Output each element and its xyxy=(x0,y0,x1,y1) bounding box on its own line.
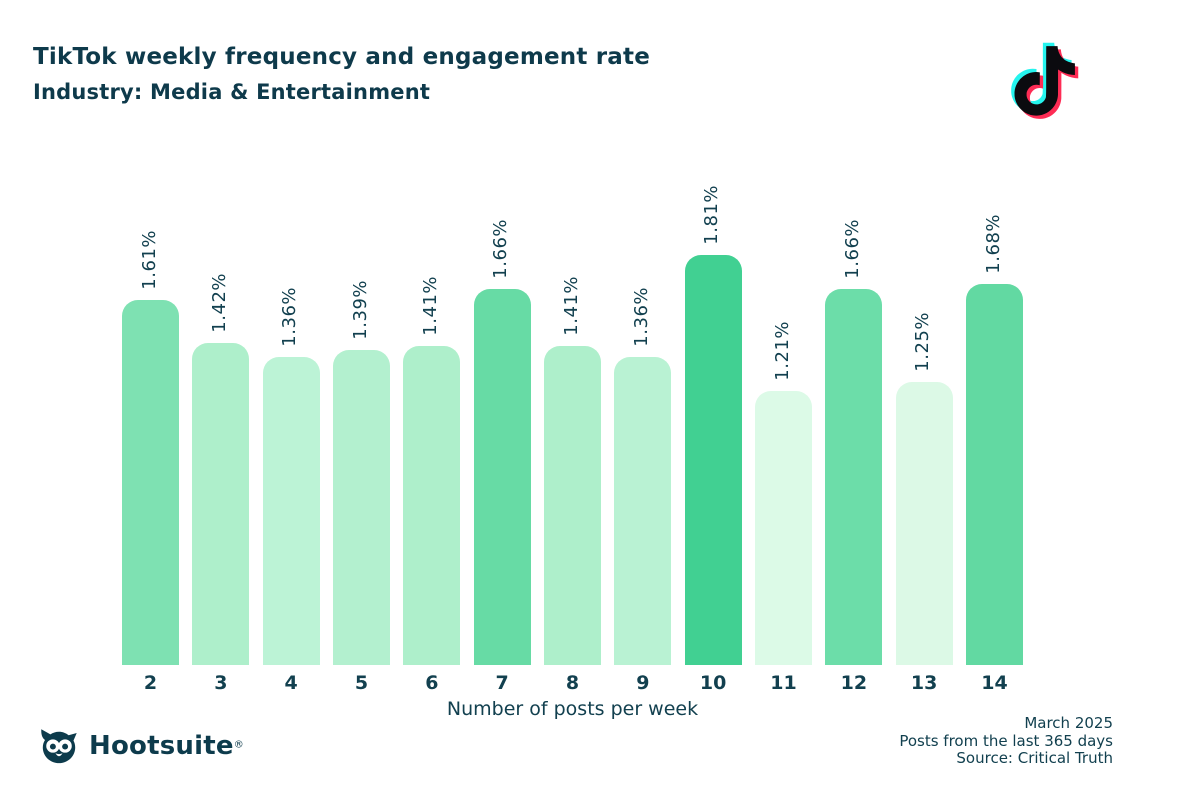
x-tick-label: 4 xyxy=(284,672,298,694)
bar-column: 1.39% xyxy=(333,0,390,665)
bar-column: 1.21% xyxy=(755,0,812,665)
x-tick-label: 9 xyxy=(636,672,650,694)
x-tick-label: 13 xyxy=(910,672,938,694)
brand-wordmark: Hootsuite® xyxy=(89,731,244,761)
bar xyxy=(684,255,742,665)
bar-column: 1.68% xyxy=(966,0,1023,665)
bar xyxy=(192,343,250,665)
x-tick-label: 6 xyxy=(425,672,439,694)
bar-column: 1.25% xyxy=(895,0,953,665)
bar xyxy=(544,346,601,665)
bar-value-label: 1.42% xyxy=(208,273,230,333)
bar-column: 1.42% xyxy=(192,0,250,665)
bar-value-label: 1.21% xyxy=(771,321,793,381)
brand-name: Hootsuite xyxy=(89,731,234,761)
bar-value-label: 1.81% xyxy=(701,185,723,245)
bar-column: 1.36% xyxy=(614,0,672,665)
bar-value-label: 1.36% xyxy=(630,287,652,347)
page-subtitle: Industry: Media & Entertainment xyxy=(33,80,431,104)
bar-column: 1.61% xyxy=(122,0,179,665)
bar-column: 1.41% xyxy=(544,0,601,665)
x-tick-label: 8 xyxy=(565,672,580,694)
bar-value-label: 1.61% xyxy=(138,230,160,290)
footer-source: Source: Critical Truth xyxy=(956,749,1113,767)
bar-value-label: 1.66% xyxy=(490,219,512,279)
bar xyxy=(403,346,461,665)
owl-icon xyxy=(41,729,77,764)
bar xyxy=(122,300,179,665)
bar xyxy=(473,289,531,665)
tiktok-note-icon xyxy=(1011,42,1079,119)
bar-column: 1.66% xyxy=(473,0,531,665)
bar-value-label: 1.66% xyxy=(841,219,863,279)
bar-column: 1.36% xyxy=(262,0,320,665)
bar-value-label: 1.68% xyxy=(982,214,1004,274)
bar-value-label: 1.41% xyxy=(560,276,582,336)
bar xyxy=(895,382,953,665)
page-title: TikTok weekly frequency and engagement r… xyxy=(33,44,651,70)
bar xyxy=(825,289,883,665)
bar-column: 1.81% xyxy=(684,0,742,665)
x-tick-label: 10 xyxy=(699,672,727,694)
footer-range: Posts from the last 365 days xyxy=(899,731,1113,750)
footer-date: March 2025 xyxy=(1024,714,1113,732)
bar-value-label: 1.41% xyxy=(419,276,441,336)
tiktok-icon xyxy=(1003,30,1087,134)
bar xyxy=(262,357,320,665)
bar-column: 1.66% xyxy=(825,0,883,665)
bar-chart: 1.61% 1.42% 1.36% 1.39% 1.41% 1.66% 1.41% 1.36%… xyxy=(122,0,1023,665)
bar xyxy=(966,284,1023,665)
x-tick-label: 11 xyxy=(770,672,797,694)
x-tick-label: 5 xyxy=(354,672,369,694)
bar xyxy=(333,350,390,665)
x-axis-label: Number of posts per week xyxy=(446,698,699,720)
bar-value-label: 1.39% xyxy=(349,280,371,340)
bar-column: 1.41% xyxy=(403,0,461,665)
x-tick-label: 12 xyxy=(840,672,868,694)
hootsuite-logo: Hootsuite® xyxy=(38,726,244,766)
x-axis-ticks: 2 3 4 5 6 7 8 9 10 11 12 13 14 xyxy=(122,672,1023,696)
registered-mark: ® xyxy=(233,739,244,751)
x-tick-label: 2 xyxy=(143,672,158,694)
x-tick-label: 7 xyxy=(495,672,509,694)
x-tick-label: 14 xyxy=(981,672,1008,694)
x-tick-label: 3 xyxy=(214,672,228,694)
bar xyxy=(614,357,672,665)
footer-meta: March 2025 Posts from the last 365 days … xyxy=(899,714,1113,768)
bar-value-label: 1.36% xyxy=(279,287,301,347)
bar xyxy=(755,391,812,665)
bar-value-label: 1.25% xyxy=(912,312,934,372)
